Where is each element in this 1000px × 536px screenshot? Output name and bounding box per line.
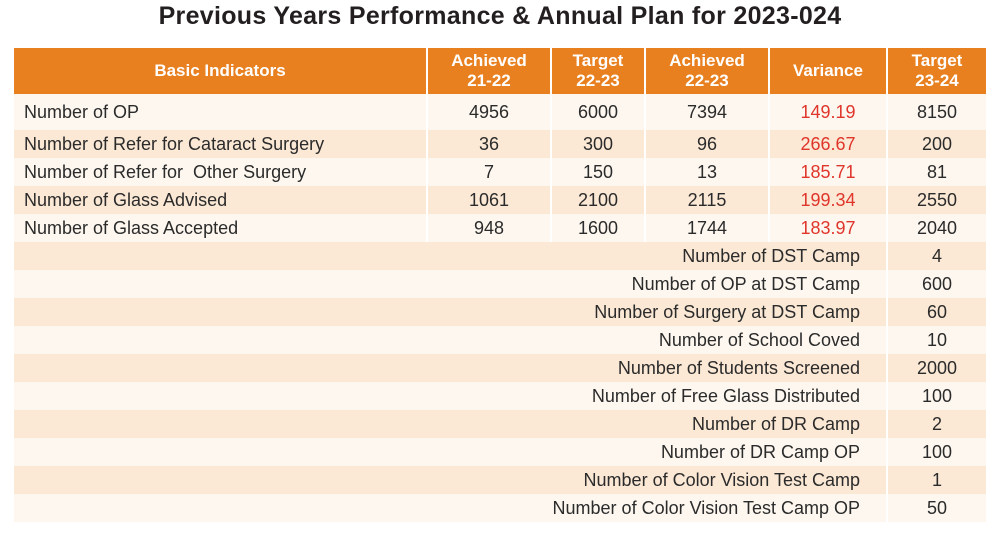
target-22-23-cell: 6000 xyxy=(552,94,646,130)
plan-row: Number of DST Camp 4 xyxy=(14,242,986,270)
header-label: Basic Indicators xyxy=(154,61,286,80)
table-row: Number of OP 4956 6000 7394 149.19 8150 xyxy=(14,94,986,130)
indicator-label: Number of Refer for Other Surgery xyxy=(14,158,428,186)
header-target-23-24: Target 23-24 xyxy=(888,48,986,94)
variance-cell: 183.97 xyxy=(770,214,888,242)
achieved-21-22-cell: 948 xyxy=(428,214,552,242)
header-achieved-21-22: Achieved 21-22 xyxy=(428,48,552,94)
plan-label: Number of OP at DST Camp xyxy=(14,270,888,298)
plan-row: Number of Students Screened 2000 xyxy=(14,354,986,382)
table-row: Number of Glass Accepted 948 1600 1744 1… xyxy=(14,214,986,242)
target-23-24-cell: 8150 xyxy=(888,94,986,130)
target-23-24-cell: 2000 xyxy=(888,354,986,382)
target-23-24-cell: 50 xyxy=(888,494,986,522)
target-22-23-cell: 150 xyxy=(552,158,646,186)
target-23-24-cell: 4 xyxy=(888,242,986,270)
plan-label: Number of DST Camp xyxy=(14,242,888,270)
header-year: 21-22 xyxy=(467,71,511,90)
achieved-21-22-cell: 4956 xyxy=(428,94,552,130)
indicator-label: Number of Glass Advised xyxy=(14,186,428,214)
achieved-22-23-cell: 1744 xyxy=(646,214,770,242)
header-year: 23-24 xyxy=(915,71,959,90)
variance-cell: 185.71 xyxy=(770,158,888,186)
plan-label: Number of DR Camp OP xyxy=(14,438,888,466)
header-basic-indicators: Basic Indicators xyxy=(14,48,428,94)
target-23-24-cell: 200 xyxy=(888,130,986,158)
indicator-label: Number of Refer for Cataract Surgery xyxy=(14,130,428,158)
header-year: 22-23 xyxy=(576,71,620,90)
plan-row: Number of DR Camp 2 xyxy=(14,410,986,438)
plan-label: Number of Color Vision Test Camp xyxy=(14,466,888,494)
target-22-23-cell: 2100 xyxy=(552,186,646,214)
plan-row: Number of DR Camp OP 100 xyxy=(14,438,986,466)
table-row: Number of Refer for Other Surgery 7 150 … xyxy=(14,158,986,186)
plan-label: Number of Free Glass Distributed xyxy=(14,382,888,410)
header-row: Basic Indicators Achieved 21-22 Target 22-… xyxy=(14,48,986,94)
plan-row: Number of OP at DST Camp 600 xyxy=(14,270,986,298)
plan-row: Number of Color Vision Test Camp OP 50 xyxy=(14,494,986,522)
header-label: Variance xyxy=(793,61,863,80)
plan-label: Number of School Coved xyxy=(14,326,888,354)
header-label: Target xyxy=(572,51,624,70)
header-label: Target xyxy=(911,51,963,70)
target-22-23-cell: 1600 xyxy=(552,214,646,242)
table-row: Number of Refer for Cataract Surgery 36 … xyxy=(14,130,986,158)
variance-cell: 149.19 xyxy=(770,94,888,130)
variance-cell: 199.34 xyxy=(770,186,888,214)
performance-table: Basic Indicators Achieved 21-22 Target 22-… xyxy=(14,48,986,522)
plan-row: Number of School Coved 10 xyxy=(14,326,986,354)
plan-label: Number of Surgery at DST Camp xyxy=(14,298,888,326)
achieved-22-23-cell: 2115 xyxy=(646,186,770,214)
achieved-21-22-cell: 7 xyxy=(428,158,552,186)
plan-row: Number of Free Glass Distributed 100 xyxy=(14,382,986,410)
page-title: Previous Years Performance & Annual Plan… xyxy=(158,2,842,30)
achieved-21-22-cell: 36 xyxy=(428,130,552,158)
plan-label: Number of Color Vision Test Camp OP xyxy=(14,494,888,522)
target-23-24-cell: 2 xyxy=(888,410,986,438)
variance-cell: 266.67 xyxy=(770,130,888,158)
achieved-21-22-cell: 1061 xyxy=(428,186,552,214)
header-variance: Variance xyxy=(770,48,888,94)
table-row: Number of Glass Advised 1061 2100 2115 1… xyxy=(14,186,986,214)
header-achieved-22-23: Achieved 22-23 xyxy=(646,48,770,94)
header-label: Achieved xyxy=(451,51,527,70)
indicator-label: Number of OP xyxy=(14,94,428,130)
target-23-24-cell: 600 xyxy=(888,270,986,298)
target-23-24-cell: 81 xyxy=(888,158,986,186)
plan-label: Number of DR Camp xyxy=(14,410,888,438)
target-23-24-cell: 100 xyxy=(888,382,986,410)
achieved-22-23-cell: 7394 xyxy=(646,94,770,130)
plan-row: Number of Color Vision Test Camp 1 xyxy=(14,466,986,494)
target-23-24-cell: 1 xyxy=(888,466,986,494)
achieved-22-23-cell: 96 xyxy=(646,130,770,158)
header-label: Achieved xyxy=(669,51,745,70)
target-23-24-cell: 2550 xyxy=(888,186,986,214)
header-year: 22-23 xyxy=(685,71,729,90)
target-23-24-cell: 10 xyxy=(888,326,986,354)
indicator-label: Number of Glass Accepted xyxy=(14,214,428,242)
target-23-24-cell: 100 xyxy=(888,438,986,466)
achieved-22-23-cell: 13 xyxy=(646,158,770,186)
target-22-23-cell: 300 xyxy=(552,130,646,158)
target-23-24-cell: 2040 xyxy=(888,214,986,242)
plan-row: Number of Surgery at DST Camp 60 xyxy=(14,298,986,326)
plan-label: Number of Students Screened xyxy=(14,354,888,382)
header-target-22-23: Target 22-23 xyxy=(552,48,646,94)
target-23-24-cell: 60 xyxy=(888,298,986,326)
